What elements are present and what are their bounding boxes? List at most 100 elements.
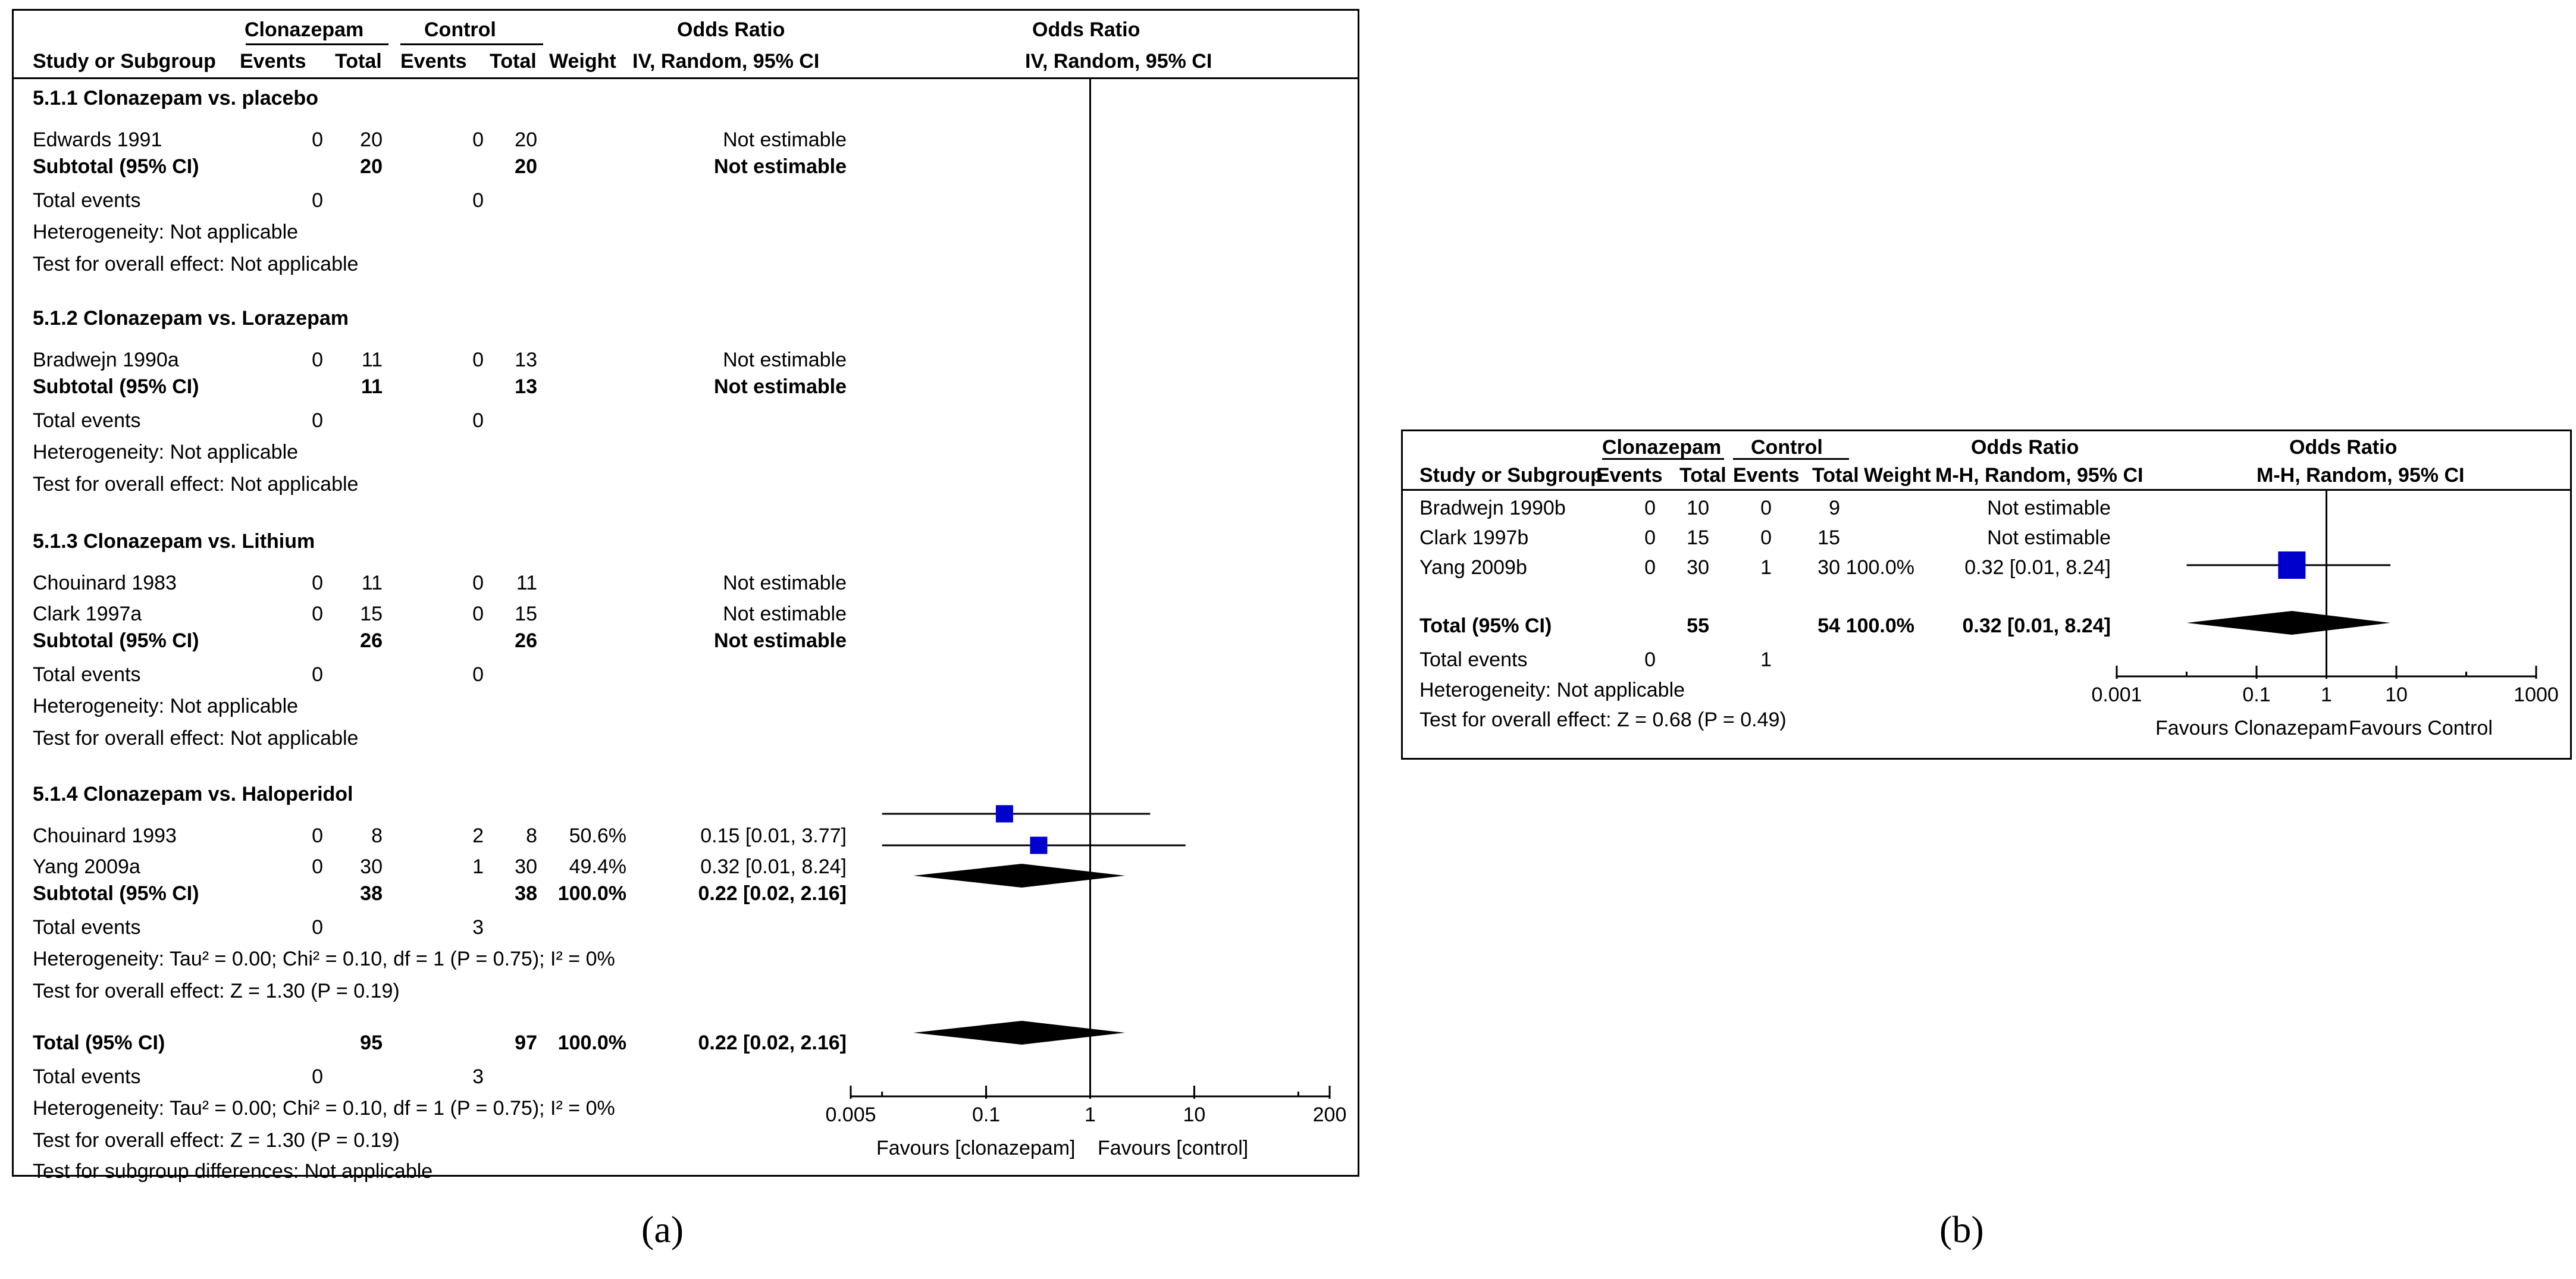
total1-header: Total xyxy=(1679,464,1726,487)
study-ci: 0.32 [0.01, 8.24] xyxy=(1964,556,2111,579)
events1-header: Events xyxy=(1596,464,1663,487)
weight-header: Weight xyxy=(1864,464,1931,487)
study-name: Bradwejn 1990b xyxy=(1419,497,1566,519)
study-ci: 0.32 [0.01, 8.24] xyxy=(700,855,847,878)
forest-plot-a: 0.005 0.1 1 10 200 xyxy=(825,77,1346,1126)
total-events1: 0 xyxy=(312,409,323,432)
study-name: Chouinard 1983 xyxy=(33,572,177,594)
caption-b: (b) xyxy=(1939,1208,1984,1250)
total-events2: 0 xyxy=(472,409,484,432)
total-weight: 100.0% xyxy=(1845,615,1914,637)
heterogeneity-text: Heterogeneity: Tau² = 0.00; Chi² = 0.10,… xyxy=(33,1097,615,1120)
study-weight: 49.4% xyxy=(569,855,626,878)
study-total2: 15 xyxy=(1817,526,1840,549)
subtotal-label: Subtotal (95% CI) xyxy=(33,375,199,398)
total-events2: 3 xyxy=(472,916,484,939)
total-total1: 55 xyxy=(1687,615,1709,637)
group2-underline xyxy=(400,43,543,45)
study-total2: 8 xyxy=(526,825,537,847)
subtotal-ci: Not estimable xyxy=(714,375,847,398)
study-events2: 0 xyxy=(472,572,484,594)
study-total2: 30 xyxy=(515,855,537,878)
subtotal-ci: Not estimable xyxy=(714,629,847,652)
overall-effect-text: Test for overall effect: Not applicable xyxy=(33,473,359,496)
study-ci: Not estimable xyxy=(1987,497,2111,519)
subtotal-weight: 100.0% xyxy=(557,882,626,905)
x-tick-label: 10 xyxy=(2385,684,2408,706)
or-plot-header: Odds Ratio xyxy=(1032,18,1140,41)
total-weight: 100.0% xyxy=(557,1032,626,1054)
heterogeneity-text: Heterogeneity: Tau² = 0.00; Chi² = 0.10,… xyxy=(33,948,615,970)
total-events-label: Total events xyxy=(1419,648,1528,671)
study-total2: 20 xyxy=(515,128,537,151)
total-events-label: Total events xyxy=(33,409,141,432)
overall-effect-text: Test for overall effect: Z = 1.30 (P = 0… xyxy=(33,1129,400,1152)
favours-right-label: Favours Control xyxy=(2349,717,2493,739)
forest-plot-b: 0.001 0.1 1 10 1000 xyxy=(2091,489,2559,706)
study-name: Clark 1997a xyxy=(33,603,142,625)
total-total1: 95 xyxy=(360,1032,383,1054)
subtotal-total1: 20 xyxy=(360,155,383,178)
events2-header: Events xyxy=(1733,464,1800,487)
x-tick-label: 1 xyxy=(2321,684,2332,706)
heterogeneity-text: Heterogeneity: Not applicable xyxy=(1419,679,1685,701)
subtotal-label: Subtotal (95% CI) xyxy=(33,155,199,178)
total-total2: 97 xyxy=(515,1032,537,1054)
study-events1: 0 xyxy=(312,349,323,371)
caption-a: (a) xyxy=(641,1208,684,1250)
favours-right-label: Favours [control] xyxy=(1098,1137,1249,1159)
study-total1: 11 xyxy=(361,572,383,594)
subgroup-title: 5.1.1 Clonazepam vs. placebo xyxy=(33,87,318,109)
study-events2: 1 xyxy=(1760,556,1772,579)
study-name: Bradwejn 1990a xyxy=(33,349,179,371)
study-ci: Not estimable xyxy=(723,572,847,594)
pooled-diamond xyxy=(2186,611,2391,635)
total-events2: 0 xyxy=(472,663,484,686)
study-marker xyxy=(995,805,1013,823)
study-events2: 1 xyxy=(472,855,484,878)
study-events2: 0 xyxy=(472,603,484,625)
group1-underline xyxy=(246,43,388,45)
group1-header: Clonazepam xyxy=(245,18,364,41)
total-events-label: Total events xyxy=(33,663,141,686)
subtotal-total1: 26 xyxy=(360,629,383,652)
overall-effect-text: Test for overall effect: Z = 1.30 (P = 0… xyxy=(33,980,400,1002)
study-marker xyxy=(1030,836,1048,854)
header-separator xyxy=(14,77,1358,79)
method-table-header: M-H, Random, 95% CI xyxy=(1935,464,2143,487)
study-ci: Not estimable xyxy=(723,128,847,151)
pooled-diamond xyxy=(913,864,1126,888)
total1-header: Total xyxy=(335,50,382,73)
weight-header: Weight xyxy=(549,50,616,73)
total-events-label: Total events xyxy=(33,916,141,939)
heterogeneity-text: Heterogeneity: Not applicable xyxy=(33,221,299,243)
study-total2: 11 xyxy=(516,572,537,594)
subtotal-ci: 0.22 [0.02, 2.16] xyxy=(698,882,847,905)
study-events2: 0 xyxy=(472,128,484,151)
events1-header: Events xyxy=(240,50,306,73)
study-events1: 0 xyxy=(312,128,323,151)
method-table-header: IV, Random, 95% CI xyxy=(632,50,820,73)
study-marker xyxy=(2278,551,2306,579)
forest-plot-panel-a: Clonazepam Control Odds Ratio Odds Ratio… xyxy=(12,9,1359,1181)
study-weight: 50.6% xyxy=(569,825,626,847)
study-header: Study or Subgroup xyxy=(1419,464,1603,487)
group2-underline xyxy=(1733,458,1849,460)
study-events2: 0 xyxy=(472,349,484,371)
forest-plot-panel-b: Clonazepam Control Odds Ratio Odds Ratio… xyxy=(1401,430,2572,760)
study-events2: 0 xyxy=(1760,526,1772,549)
favours-left-label: Favours [clonazepam] xyxy=(876,1137,1076,1159)
total-events1: 0 xyxy=(312,189,323,212)
study-total2: 9 xyxy=(1829,497,1840,519)
total-events1: 0 xyxy=(312,916,323,939)
method-plot-header: IV, Random, 95% CI xyxy=(1025,50,1212,73)
subtotal-label: Subtotal (95% CI) xyxy=(33,882,199,905)
or-table-header: Odds Ratio xyxy=(1971,436,2079,459)
total2-header: Total xyxy=(1812,464,1859,487)
x-tick-label: 0.001 xyxy=(2091,684,2142,706)
total2-header: Total xyxy=(490,50,537,73)
study-ci: Not estimable xyxy=(723,349,847,371)
study-events2: 2 xyxy=(472,825,484,847)
total-events-label: Total events xyxy=(33,1065,141,1088)
study-events1: 0 xyxy=(312,855,323,878)
